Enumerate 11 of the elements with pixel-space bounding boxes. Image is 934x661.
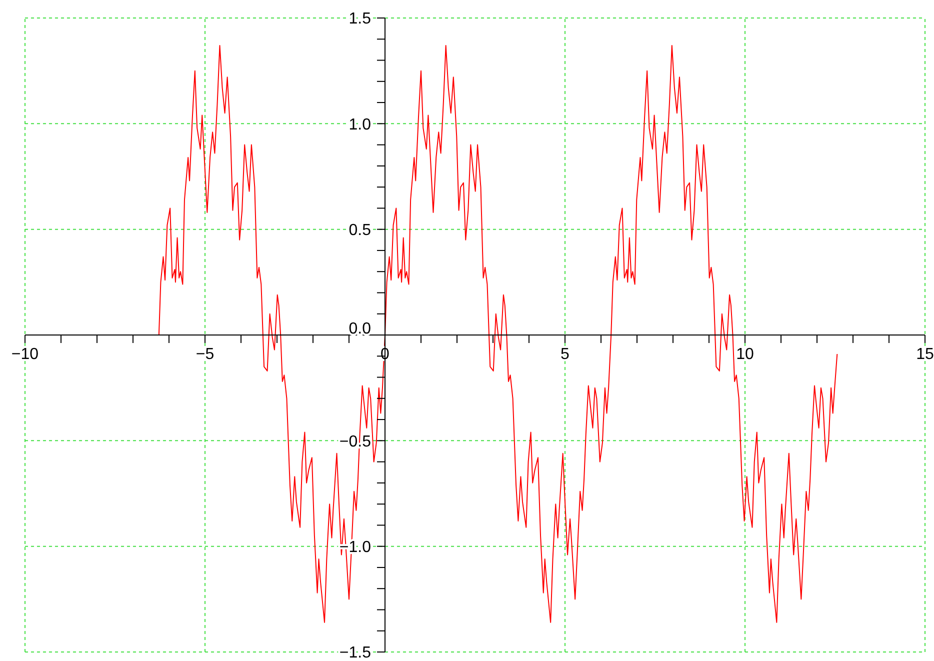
y-tick-label: 0.0 <box>348 320 372 338</box>
y-tick-label: −1.5 <box>339 644 372 661</box>
x-tick-label: −10 <box>11 346 39 363</box>
line-series <box>158 44 838 623</box>
x-tick-label: −5 <box>196 346 214 363</box>
x-tick-label: 10 <box>736 346 754 363</box>
x-tick-label: 15 <box>916 346 934 363</box>
y-tick-label: 0.5 <box>348 222 372 239</box>
x-tick-label: 5 <box>560 346 570 363</box>
y-tick-label: 1.0 <box>348 116 372 134</box>
y-tick-label: 1.5 <box>348 10 372 28</box>
